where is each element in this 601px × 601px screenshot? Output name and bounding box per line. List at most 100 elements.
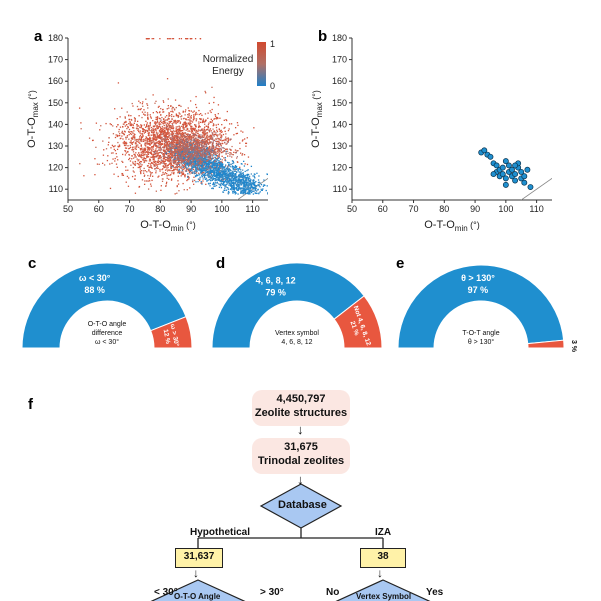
data-point-red: [158, 130, 161, 132]
data-point-red: [173, 139, 175, 142]
data-point-red: [122, 161, 124, 163]
data-point-red: [174, 153, 176, 155]
data-point-red: [164, 151, 166, 153]
data-point-mixed: [178, 142, 181, 144]
data-point-red: [193, 138, 196, 140]
data-point-blue: [210, 167, 212, 170]
data-point-blue: [165, 152, 167, 155]
data-point-red: [140, 124, 142, 126]
data-point-red: [159, 168, 161, 171]
data-point-blue: [193, 162, 196, 164]
data-point-red: [245, 145, 247, 147]
data-point-mixed: [179, 136, 181, 139]
data-point-blue: [253, 182, 256, 184]
data-point-blue: [224, 187, 226, 190]
data-point-red: [156, 150, 158, 152]
data-point-red: [148, 128, 150, 131]
data-point-mixed: [181, 139, 183, 142]
data-point-blue: [232, 181, 235, 183]
data-point-red: [201, 131, 204, 133]
data-point-red: [162, 127, 164, 129]
data-point-mixed: [174, 150, 176, 153]
data-point-red: [160, 148, 162, 150]
data-point-blue: [238, 186, 241, 188]
data-point-mixed: [204, 140, 206, 142]
data-point-blue: [185, 170, 187, 172]
data-point-mixed: [205, 169, 208, 171]
data-point-red: [155, 152, 157, 155]
data-point-red: [182, 123, 185, 125]
data-point-blue: [192, 150, 195, 152]
data-point-blue: [258, 181, 261, 184]
data-point-blue: [240, 174, 242, 176]
data-point-red: [152, 148, 154, 150]
data-point-red: [193, 128, 195, 130]
data-point-red: [155, 156, 158, 158]
data-point-red: [130, 164, 132, 166]
data-point-red: [162, 131, 165, 133]
data-point-blue: [242, 172, 245, 174]
data-point-red: [146, 125, 148, 128]
data-point-blue: [231, 179, 233, 181]
data-point-mixed: [216, 138, 218, 140]
data-point-red: [141, 140, 143, 143]
data-point-mixed: [205, 148, 207, 151]
data-point-blue: [216, 165, 218, 167]
data-point-red: [175, 133, 177, 135]
data-point-red: [205, 132, 207, 134]
data-point-red: [160, 121, 163, 123]
panel-letter-e: e: [396, 255, 405, 272]
data-point-red: [205, 141, 207, 143]
panel-letter-b: b: [318, 28, 328, 45]
data-point-red: [205, 150, 207, 152]
data-point-blue: [187, 153, 189, 156]
data-point-red: [154, 160, 156, 162]
data-point-red: [112, 152, 114, 154]
data-point-mixed: [207, 148, 209, 150]
data-point-red: [174, 130, 176, 133]
data-point-red: [140, 171, 142, 174]
data-point-blue: [225, 170, 228, 172]
data-point-blue: [257, 189, 259, 191]
data-point-blue: [189, 159, 192, 161]
data-point-red: [180, 132, 182, 135]
data-point-red: [128, 153, 130, 156]
data-point-red: [179, 127, 181, 129]
data-point-blue: [220, 171, 222, 174]
data-point-red: [177, 116, 179, 118]
data-point-red: [156, 124, 158, 127]
data-point-red: [136, 138, 138, 141]
data-point-red: [170, 164, 173, 166]
data-point-red: [140, 145, 142, 147]
data-point-red: [231, 156, 233, 158]
data-point-red: [215, 144, 218, 146]
data-point-blue: [199, 160, 201, 163]
data-point-red: [184, 174, 186, 176]
data-point-blue: [227, 178, 229, 180]
data-point-red: [146, 114, 149, 116]
data-point-red: [165, 163, 167, 165]
data-point-red: [149, 114, 151, 116]
data-point-red: [121, 107, 123, 109]
data-point-red: [217, 148, 220, 150]
data-point-red: [189, 133, 191, 136]
data-point-red: [194, 113, 197, 115]
data-point-red: [129, 141, 131, 144]
data-point-mixed: [171, 150, 174, 152]
data-point-blue: [247, 169, 249, 171]
data-point-mixed: [197, 136, 199, 139]
data-point-red: [142, 152, 144, 155]
data-point-blue: [215, 182, 217, 184]
data-point-red: [139, 140, 141, 142]
data-point-red: [142, 129, 144, 131]
data-point-mixed: [169, 146, 171, 149]
data-point-red: [198, 145, 200, 147]
data-point-mixed: [201, 156, 203, 158]
data-point-red: [100, 125, 102, 127]
data-point-mixed: [218, 142, 220, 145]
data-point-blue: [230, 173, 232, 175]
data-point-red: [167, 174, 169, 176]
data-point-blue: [243, 180, 245, 182]
data-point-red: [185, 118, 187, 120]
data-point-blue: [235, 168, 238, 170]
